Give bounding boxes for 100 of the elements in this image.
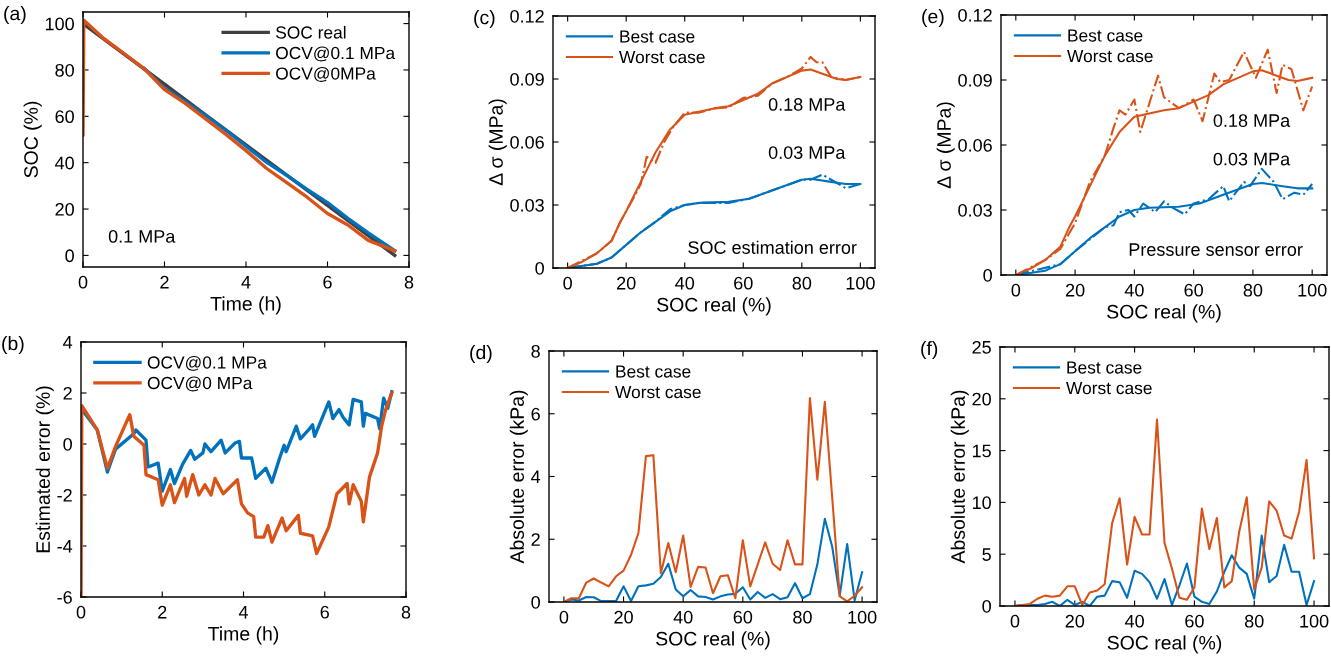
x-tick-label: 0 bbox=[563, 276, 572, 290]
x-axis-title: SOC real (%) bbox=[1107, 304, 1221, 323]
y-tick-label: 20 bbox=[972, 392, 991, 406]
y-tick-label: 4 bbox=[531, 470, 541, 484]
line-series bbox=[81, 391, 394, 597]
chart-title: (c) bbox=[474, 10, 495, 29]
x-tick-label: 40 bbox=[1124, 283, 1144, 297]
x-axis-title: SOC real (%) bbox=[656, 631, 770, 650]
x-axis-title: SOC real (%) bbox=[1107, 635, 1222, 654]
y-tick-label: 0 bbox=[63, 437, 72, 451]
legend-label: Worst case bbox=[1066, 382, 1152, 395]
legend-label: SOC real bbox=[276, 25, 346, 39]
legend-label: Worst case bbox=[1067, 50, 1153, 63]
y-axis-title: Δ σ (MPa) bbox=[488, 99, 507, 186]
x-tick-label: 100 bbox=[848, 610, 877, 624]
y-axis-title: SOC (%) bbox=[23, 101, 42, 178]
x-tick-label: 60 bbox=[733, 610, 753, 624]
legend-label: OCV@0.1 MPa bbox=[147, 355, 267, 371]
y-tick-label: 8 bbox=[531, 344, 540, 358]
y-tick-label: 25 bbox=[972, 340, 991, 354]
y-tick-label: 60 bbox=[55, 110, 74, 124]
legend-label: Worst case bbox=[615, 386, 701, 399]
y-tick-label: 80 bbox=[55, 63, 74, 77]
legend-label: Best case bbox=[1068, 29, 1143, 42]
legend-label: OCV@0MPa bbox=[276, 66, 376, 82]
x-tick-label: 60 bbox=[734, 276, 753, 290]
y-tick-label: 100 bbox=[45, 17, 74, 31]
y-tick-label: 2 bbox=[531, 533, 540, 546]
y-tick-label: 0.09 bbox=[510, 72, 544, 86]
annotation: 0.18 MPa bbox=[1213, 114, 1291, 127]
y-tick-label: 0.09 bbox=[958, 73, 992, 87]
annotation: Pressure sensor error bbox=[1129, 243, 1303, 256]
x-tick-label: 100 bbox=[846, 276, 875, 290]
annotation: 0.1 MPa bbox=[108, 229, 176, 243]
x-tick-label: 40 bbox=[675, 276, 695, 290]
y-tick-label: 0.12 bbox=[958, 8, 992, 22]
y-tick-label: 15 bbox=[972, 444, 991, 458]
x-axis-title: Time (h) bbox=[210, 296, 281, 315]
y-axis-title: Estimated error (%) bbox=[35, 386, 54, 553]
line-series bbox=[562, 397, 864, 602]
chart-title: (d) bbox=[470, 345, 492, 364]
x-tick-label: 40 bbox=[1124, 614, 1144, 628]
x-tick-label: 100 bbox=[1300, 614, 1329, 628]
y-tick-label: 5 bbox=[982, 548, 991, 561]
x-tick-label: 80 bbox=[792, 276, 812, 290]
legend-label: OCV@0.1 MPa bbox=[276, 46, 396, 62]
y-tick-label: -6 bbox=[57, 590, 72, 604]
legend-label: Best case bbox=[620, 30, 695, 43]
x-tick-label: 20 bbox=[1065, 283, 1085, 297]
y-tick-label: 0.03 bbox=[958, 203, 992, 217]
x-tick-label: 8 bbox=[401, 605, 411, 619]
annotation: 0.03 MPa bbox=[768, 146, 846, 159]
x-tick-label: 4 bbox=[241, 276, 251, 289]
legend-label: OCV@0 MPa bbox=[147, 376, 253, 392]
x-tick-label: 2 bbox=[158, 605, 167, 619]
x-tick-label: 60 bbox=[1185, 614, 1204, 628]
x-tick-label: 2 bbox=[160, 275, 169, 289]
y-tick-label: 0.12 bbox=[510, 9, 544, 23]
y-tick-label: 0 bbox=[531, 595, 540, 609]
x-tick-label: 80 bbox=[793, 610, 812, 624]
y-tick-label: 0.06 bbox=[958, 138, 992, 152]
y-tick-label: 2 bbox=[63, 386, 72, 400]
x-tick-label: 0 bbox=[559, 610, 569, 624]
x-tick-label: 20 bbox=[617, 276, 636, 290]
x-tick-label: 0 bbox=[76, 605, 86, 619]
x-tick-label: 100 bbox=[1298, 283, 1327, 297]
y-tick-label: 0.03 bbox=[510, 198, 544, 212]
annotation: 0.03 MPa bbox=[1213, 152, 1291, 166]
x-tick-label: 20 bbox=[614, 610, 633, 624]
x-tick-label: 6 bbox=[323, 275, 332, 289]
y-axis-title: Absolute error (kPa) bbox=[509, 390, 528, 564]
y-tick-label: 40 bbox=[55, 156, 74, 170]
y-tick-label: 0 bbox=[65, 249, 74, 263]
y-tick-label: 10 bbox=[972, 496, 991, 510]
y-tick-label: 0 bbox=[535, 261, 544, 275]
x-tick-label: 0 bbox=[78, 275, 88, 289]
annotation: 0.18 MPa bbox=[768, 98, 846, 111]
y-tick-label: 20 bbox=[55, 202, 74, 216]
x-tick-label: 80 bbox=[1243, 283, 1263, 297]
annotation: SOC estimation error bbox=[688, 240, 857, 254]
y-axis-title: Δ σ (MPa) bbox=[936, 102, 955, 189]
x-tick-label: 4 bbox=[238, 606, 248, 619]
x-tick-label: 60 bbox=[1184, 283, 1203, 297]
x-tick-label: 8 bbox=[404, 275, 414, 289]
x-tick-label: 0 bbox=[1010, 614, 1020, 628]
legend-label: Best case bbox=[1067, 361, 1142, 374]
y-tick-label: 6 bbox=[531, 407, 540, 421]
x-axis-title: Time (h) bbox=[208, 626, 279, 645]
legend-label: Worst case bbox=[619, 51, 705, 64]
y-tick-label: -2 bbox=[57, 488, 72, 502]
x-tick-label: 40 bbox=[673, 610, 693, 624]
chart-title: (b) bbox=[2, 336, 24, 355]
y-tick-label: -4 bbox=[57, 540, 73, 553]
y-axis-title: Absolute error (kPa) bbox=[950, 390, 969, 564]
y-tick-label: 0.06 bbox=[510, 135, 544, 149]
chart-title: (a) bbox=[4, 6, 26, 25]
x-tick-label: 6 bbox=[320, 605, 329, 619]
x-tick-label: 20 bbox=[1065, 614, 1085, 628]
x-axis-title: SOC real (%) bbox=[657, 297, 771, 316]
x-tick-label: 0 bbox=[1011, 283, 1021, 297]
